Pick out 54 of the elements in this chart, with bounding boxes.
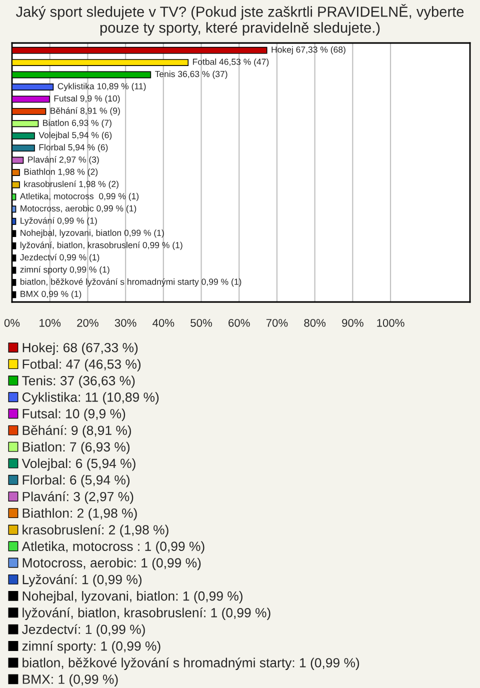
x-tick-label: 20% bbox=[77, 318, 98, 327]
data-label: Atletika, motocross 0,99 % (1) bbox=[20, 192, 139, 202]
x-tick-label: 100% bbox=[377, 318, 404, 327]
x-tick-label: 50% bbox=[190, 318, 212, 327]
legend-label: Běhání: 9 (8,91 %) bbox=[22, 425, 131, 438]
legend-label: Hokej: 68 (67,33 %) bbox=[22, 342, 138, 355]
data-label: Cyklistika 10,89 % (11) bbox=[58, 82, 146, 92]
x-tick-label: 80% bbox=[304, 318, 326, 327]
x-tick-label: 30% bbox=[114, 318, 136, 327]
data-label: biatlon, běžkové lyžování s hromadnými starty 0,99 % (1) bbox=[20, 278, 242, 287]
legend-label: Tenis: 37 (36,63 %) bbox=[22, 376, 135, 388]
legend-label: Volejbal: 6 (5,94 %) bbox=[22, 458, 136, 471]
data-label: Motocross, aerobic 0,99 % (1) bbox=[20, 205, 136, 214]
data-label: Futsal 9,9 % (10) bbox=[54, 95, 120, 104]
x-tick-label: 70% bbox=[266, 318, 288, 327]
x-tick-label: 60% bbox=[228, 318, 250, 327]
legend-label: Atletika, motocross : 1 (0,99 %) bbox=[22, 541, 204, 554]
legend-label: Jezdectví: 1 (0,99 %) bbox=[22, 624, 145, 637]
data-label: Hokej 67,33 % (68) bbox=[272, 46, 346, 54]
x-tick-label: 10% bbox=[40, 318, 61, 327]
data-label: Fotbal 46,53 % (47) bbox=[193, 58, 269, 67]
legend-label: Nohejbal, lyzovani, biatlon: 1 (0,99 %) bbox=[22, 591, 242, 604]
legend-label: Cyklistika: 11 (10,89 %) bbox=[22, 392, 159, 404]
legend-label: Motocross, aerobic: 1 (0,99 %) bbox=[22, 558, 201, 570]
data-label: Volejbal 5,94 % (6) bbox=[38, 132, 112, 140]
legend-label: Plavání: 3 (2,97 %) bbox=[22, 491, 134, 504]
data-label: Lyžování 0,99 % (1) bbox=[20, 217, 97, 226]
x-tick-label: 90% bbox=[342, 318, 364, 327]
legend-label: Biatlon: 7 (6,93 %) bbox=[22, 442, 130, 454]
data-label: Plavání 2,97 % (3) bbox=[28, 156, 99, 164]
legend-label: BMX: 1 (0,99 %) bbox=[22, 674, 118, 687]
data-label: zimní sporty 0,99 % (1) bbox=[20, 266, 110, 274]
data-label: Tenis 36,63 % (37) bbox=[155, 70, 228, 79]
data-label: Běhání 8,91 % (9) bbox=[50, 107, 120, 116]
data-label: krasobruslení 1,98 % (2) bbox=[24, 180, 118, 189]
legend-label: krasobruslení: 2 (1,98 %) bbox=[22, 524, 168, 538]
data-label: Florbal 5,94 % (6) bbox=[39, 144, 108, 152]
legend-label: Biathlon: 2 (1,98 %) bbox=[22, 508, 137, 520]
data-label: Jezdectví 0,99 % (1) bbox=[20, 254, 100, 262]
legend-label: Florbal: 6 (5,94 %) bbox=[22, 474, 130, 488]
legend-label: Fotbal: 47 (46,53 %) bbox=[22, 359, 141, 372]
x-tick-label: 40% bbox=[152, 318, 174, 327]
legend-label: zimní sporty: 1 (0,99 %) bbox=[22, 640, 160, 654]
data-label: Biathlon 1,98 % (2) bbox=[24, 168, 98, 177]
chart-title: Jaký sport sledujete v TV? (Pokud jste zaškrtli PRAVIDELNĚ, vyberte pouze ty sporty, které pravidelně sledujete.) bbox=[16, 4, 464, 36]
legend-label: biatlon, běžkové lyžování s hromadnými starty: 1 (0,99 %) bbox=[22, 658, 360, 670]
data-label: Nohejbal, lyzovani, biatlon 0,99 % (1) bbox=[20, 230, 164, 238]
data-label: lyžování, biatlon, krasobruslení 0,99 % (1) bbox=[20, 242, 182, 250]
x-tick-label: 0% bbox=[4, 318, 20, 327]
legend-label: Lyžování: 1 (0,99 %) bbox=[22, 574, 142, 587]
data-label: BMX 0,99 % (1) bbox=[20, 290, 82, 299]
legend-label: Futsal: 10 (9,9 %) bbox=[22, 408, 126, 421]
legend-label: lyžování, biatlon, krasobruslení: 1 (0,99 %) bbox=[22, 608, 270, 620]
data-label: Biatlon 6,93 % (7) bbox=[43, 120, 112, 128]
